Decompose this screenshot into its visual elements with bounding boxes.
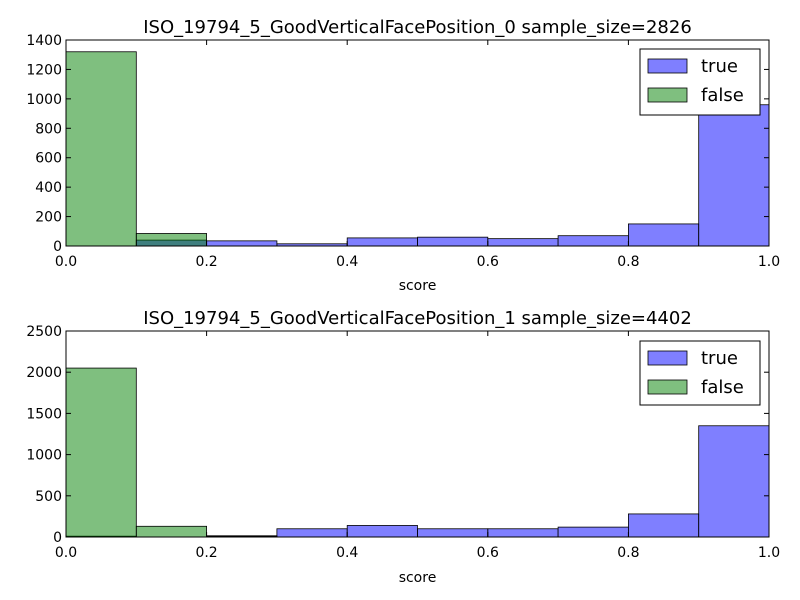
y-tick-label: 0 [53,239,62,255]
y-tick-label: 2000 [26,365,62,381]
bar-true-bin-7 [557,526,629,538]
x-axis-label: score [399,278,437,294]
x-tick-label: 0.2 [195,254,217,270]
y-tick-label: 1400 [26,33,62,49]
y-tick-label: 500 [35,489,62,505]
bar-true-bin-2 [206,240,278,247]
x-tick-label: 1.0 [758,254,780,270]
legend: true false [639,48,761,116]
y-tick-label: 1000 [26,448,62,464]
bar-false-bin-0 [65,51,137,247]
bar-true-bin-6 [487,238,559,247]
series-false [65,51,208,247]
chart-1: 0.0 0.2 0.4 0.6 0.8 1.0 0 500 1000 1500 2000 2500 IS… [26,308,780,586]
bar-false-bin-0 [65,367,137,538]
plot-frame [65,330,770,538]
bar-false-bin-1 [135,525,208,538]
bar-true-bin-4 [346,525,418,538]
y-tick-label: 1000 [26,92,62,108]
chart-title: ISO_19794_5_GoodVerticalFacePosition_0 s… [143,17,692,38]
y-tick-label: 400 [35,180,62,196]
x-tick-label: 0.6 [477,545,499,561]
bar-true-bin-5 [417,528,489,538]
bar-true-bin-6 [487,528,559,538]
series-true [135,104,770,247]
series-false [65,367,278,538]
y-tick-label: 1200 [26,62,62,78]
y-tick-label: 1500 [26,406,62,422]
bar-true-bin-7 [557,235,629,247]
x-tick-label: 0.8 [617,254,639,270]
series-true [65,425,770,538]
legend-swatch-false [647,87,688,103]
x-tick-label: 0.0 [55,254,77,270]
x-tick-label: 1.0 [758,545,780,561]
y-tick-label: 800 [35,121,62,137]
bar-true-bin-4 [346,237,418,247]
x-tick-label: 0.4 [336,254,358,270]
bar-true-bin-5 [417,236,489,247]
y-tick-label: 2500 [26,324,62,340]
bar-true-bin-9 [698,104,770,247]
y-tick-label: 0 [53,530,62,546]
legend-swatch-true [647,58,688,74]
plot-frame [65,39,770,247]
legend-swatch-true [647,350,688,366]
chart-title: ISO_19794_5_GoodVerticalFacePosition_1 s… [143,308,692,329]
bar-true-bin-3 [276,528,348,538]
legend-swatch-false [647,379,688,395]
legend-label-false: false [701,85,744,106]
bar-false-bin-1 [135,233,208,247]
x-tick-label: 0.0 [55,545,77,561]
x-tick-label: 0.2 [195,545,217,561]
x-tick-label: 0.8 [617,545,639,561]
bar-true-bin-8 [628,223,700,247]
x-axis-label: score [399,570,437,586]
legend: true false [639,340,761,406]
legend-label-false: false [701,377,744,398]
bar-true-bin-8 [628,513,700,538]
x-tick-label: 0.4 [336,545,358,561]
chart-0: 0.0 0.2 0.4 0.6 0.8 1.0 0 200 400 600 800 1000 1200 1… [26,17,780,294]
y-tick-label: 600 [35,151,62,167]
legend-label-true: true [701,348,738,369]
bar-true-bin-9 [698,425,770,538]
y-tick-label: 200 [35,210,62,226]
legend-label-true: true [701,56,738,77]
x-tick-label: 0.6 [477,254,499,270]
